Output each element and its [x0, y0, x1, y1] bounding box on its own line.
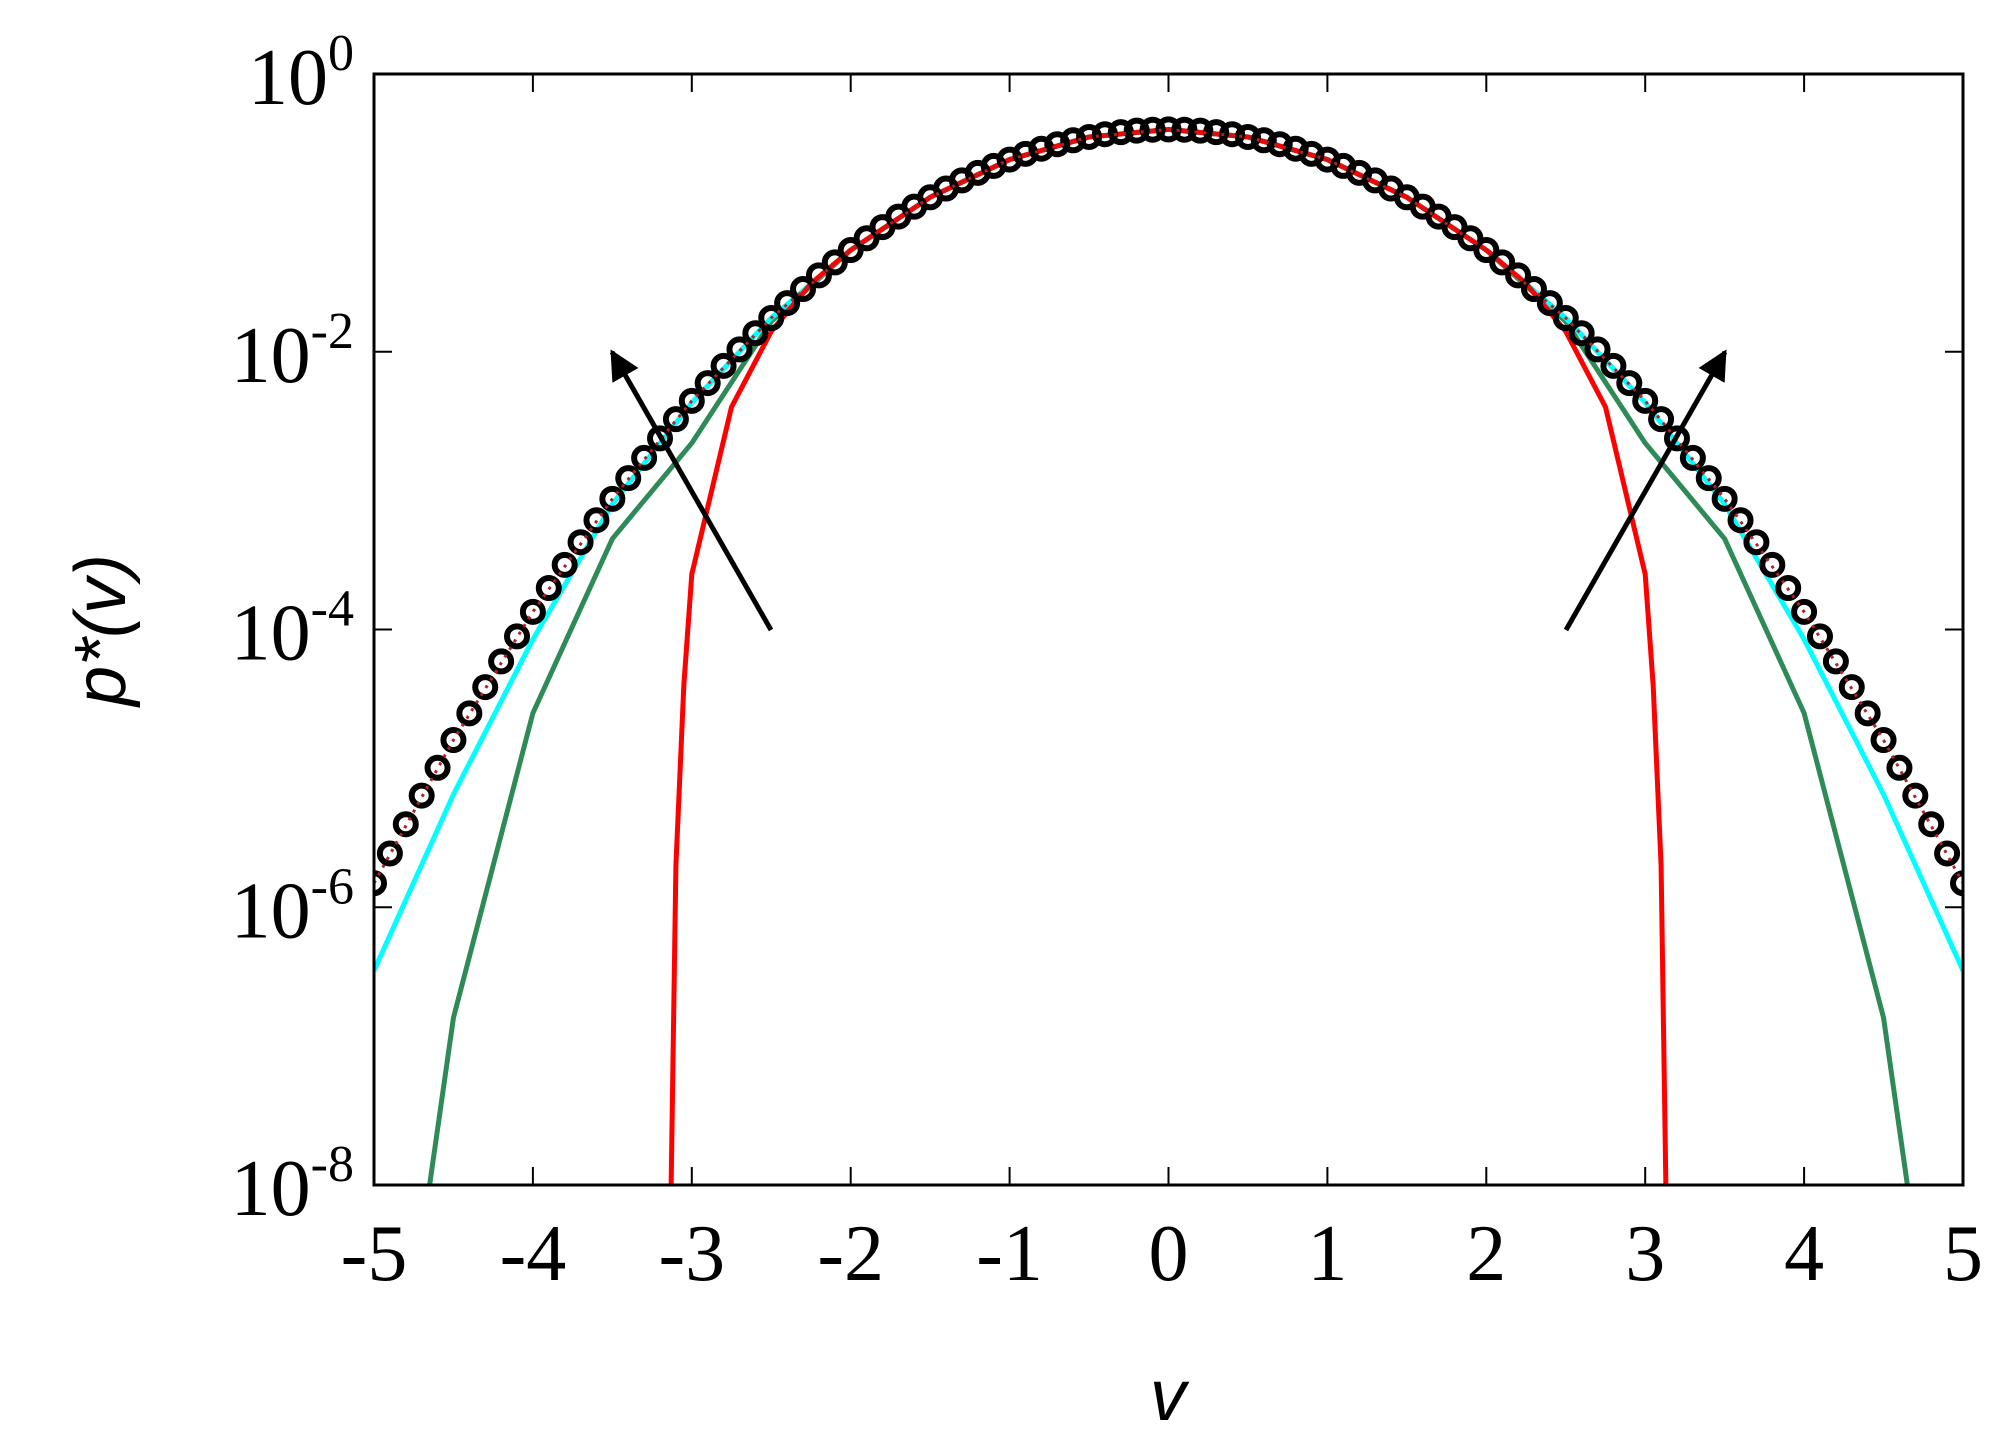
arrow: [1563, 349, 1728, 632]
data-point: [742, 320, 769, 347]
data-point: [805, 262, 832, 289]
x-tick-label: -3: [658, 1210, 725, 1298]
data-point: [1568, 320, 1595, 347]
data-point: [488, 648, 515, 675]
data-point: [519, 598, 546, 625]
x-tick-label: 5: [1943, 1210, 1983, 1298]
data-point: [440, 727, 467, 754]
data-point: [1076, 123, 1103, 150]
data-point: [1711, 485, 1738, 512]
data-point: [567, 529, 594, 556]
x-tick-label: -4: [500, 1210, 567, 1298]
data-point: [504, 623, 531, 650]
data-point: [694, 370, 721, 397]
data-point: [535, 574, 562, 601]
data-point: [1918, 811, 1945, 838]
y-tick-label: 100: [248, 25, 354, 122]
x-tick-label: -2: [817, 1210, 884, 1298]
data-point: [1552, 304, 1579, 331]
x-tick-label: 3: [1625, 1210, 1665, 1298]
data-point: [1806, 623, 1833, 650]
data-point: [1934, 840, 1961, 867]
x-tick-label: 2: [1466, 1210, 1506, 1298]
data-point: [599, 485, 626, 512]
data-point: [374, 870, 387, 897]
data-point: [392, 811, 419, 838]
data-point: [1584, 336, 1611, 363]
data-point: [1743, 529, 1770, 556]
data-point: [472, 674, 499, 701]
data-point: [1520, 276, 1547, 303]
data-point: [1679, 444, 1706, 471]
data-point: [1822, 648, 1849, 675]
data-point: [1505, 262, 1532, 289]
data-point: [1171, 116, 1198, 143]
data-point: [1886, 754, 1913, 781]
data-point: [1457, 225, 1484, 252]
data-point: [1775, 574, 1802, 601]
x-tick-label: -1: [976, 1210, 1043, 1298]
data-point: [583, 507, 610, 534]
data-point: [551, 551, 578, 578]
data-point: [1902, 782, 1929, 809]
x-tick-label: 0: [1149, 1210, 1189, 1298]
data-point: [662, 406, 689, 433]
y-tick-label: 10-2: [231, 303, 354, 400]
x-axis-label: v: [1150, 1356, 1190, 1436]
data-point: [1060, 127, 1087, 154]
data-point: [1107, 119, 1134, 146]
y-tick-label: 10-6: [231, 858, 354, 955]
data-point: [408, 782, 435, 809]
data-point: [1600, 352, 1627, 379]
data-point: [821, 249, 848, 276]
data-point: [1536, 290, 1563, 317]
y-axis-label: p*(v): [61, 554, 141, 708]
data-point: [615, 465, 642, 492]
plot-frame: [372, 72, 1965, 1187]
data-point: [1695, 465, 1722, 492]
y-tick-label: 10-4: [231, 581, 354, 678]
data-point: [1663, 425, 1690, 452]
data-point: [1234, 123, 1261, 150]
x-tick-label: 4: [1784, 1210, 1824, 1298]
data-point: [710, 352, 737, 379]
data-point: [726, 336, 753, 363]
data-point: [424, 754, 451, 781]
data-point: [758, 304, 785, 331]
data-point: [456, 700, 483, 727]
data-point: [376, 840, 403, 867]
data-point: [1139, 116, 1166, 143]
data-point: [1870, 727, 1897, 754]
series-line: [427, 126, 1910, 1185]
data-point: [1123, 117, 1150, 144]
data-point: [647, 425, 674, 452]
data-point: [774, 290, 801, 317]
data-point: [1759, 551, 1786, 578]
ticks: -5 -4 -3 -2 -1 0 1 2 3 4 5 10-8 10-6 10-4 10-2 100: [231, 25, 1983, 1298]
data-point: [1854, 700, 1881, 727]
data-point: [1489, 249, 1516, 276]
x-tick-label: 1: [1307, 1210, 1347, 1298]
data-point: [1727, 507, 1754, 534]
x-tick-label: -5: [341, 1210, 408, 1298]
series-line: [374, 127, 1963, 884]
y-tick-label: 10-8: [231, 1136, 354, 1233]
series-line: [374, 126, 1963, 972]
arrow: [609, 349, 774, 632]
data-point: [1950, 870, 1963, 897]
data-point: [837, 237, 864, 264]
data-point: [1791, 598, 1818, 625]
data-point: [678, 387, 705, 414]
data-point: [1473, 237, 1500, 264]
data-point: [1648, 406, 1675, 433]
data-point: [1632, 387, 1659, 414]
data-point: [1616, 370, 1643, 397]
data-point: [1187, 117, 1214, 144]
plot-area: [374, 116, 1963, 1185]
data-point: [790, 276, 817, 303]
data-point: [1838, 674, 1865, 701]
data-point: [631, 444, 658, 471]
